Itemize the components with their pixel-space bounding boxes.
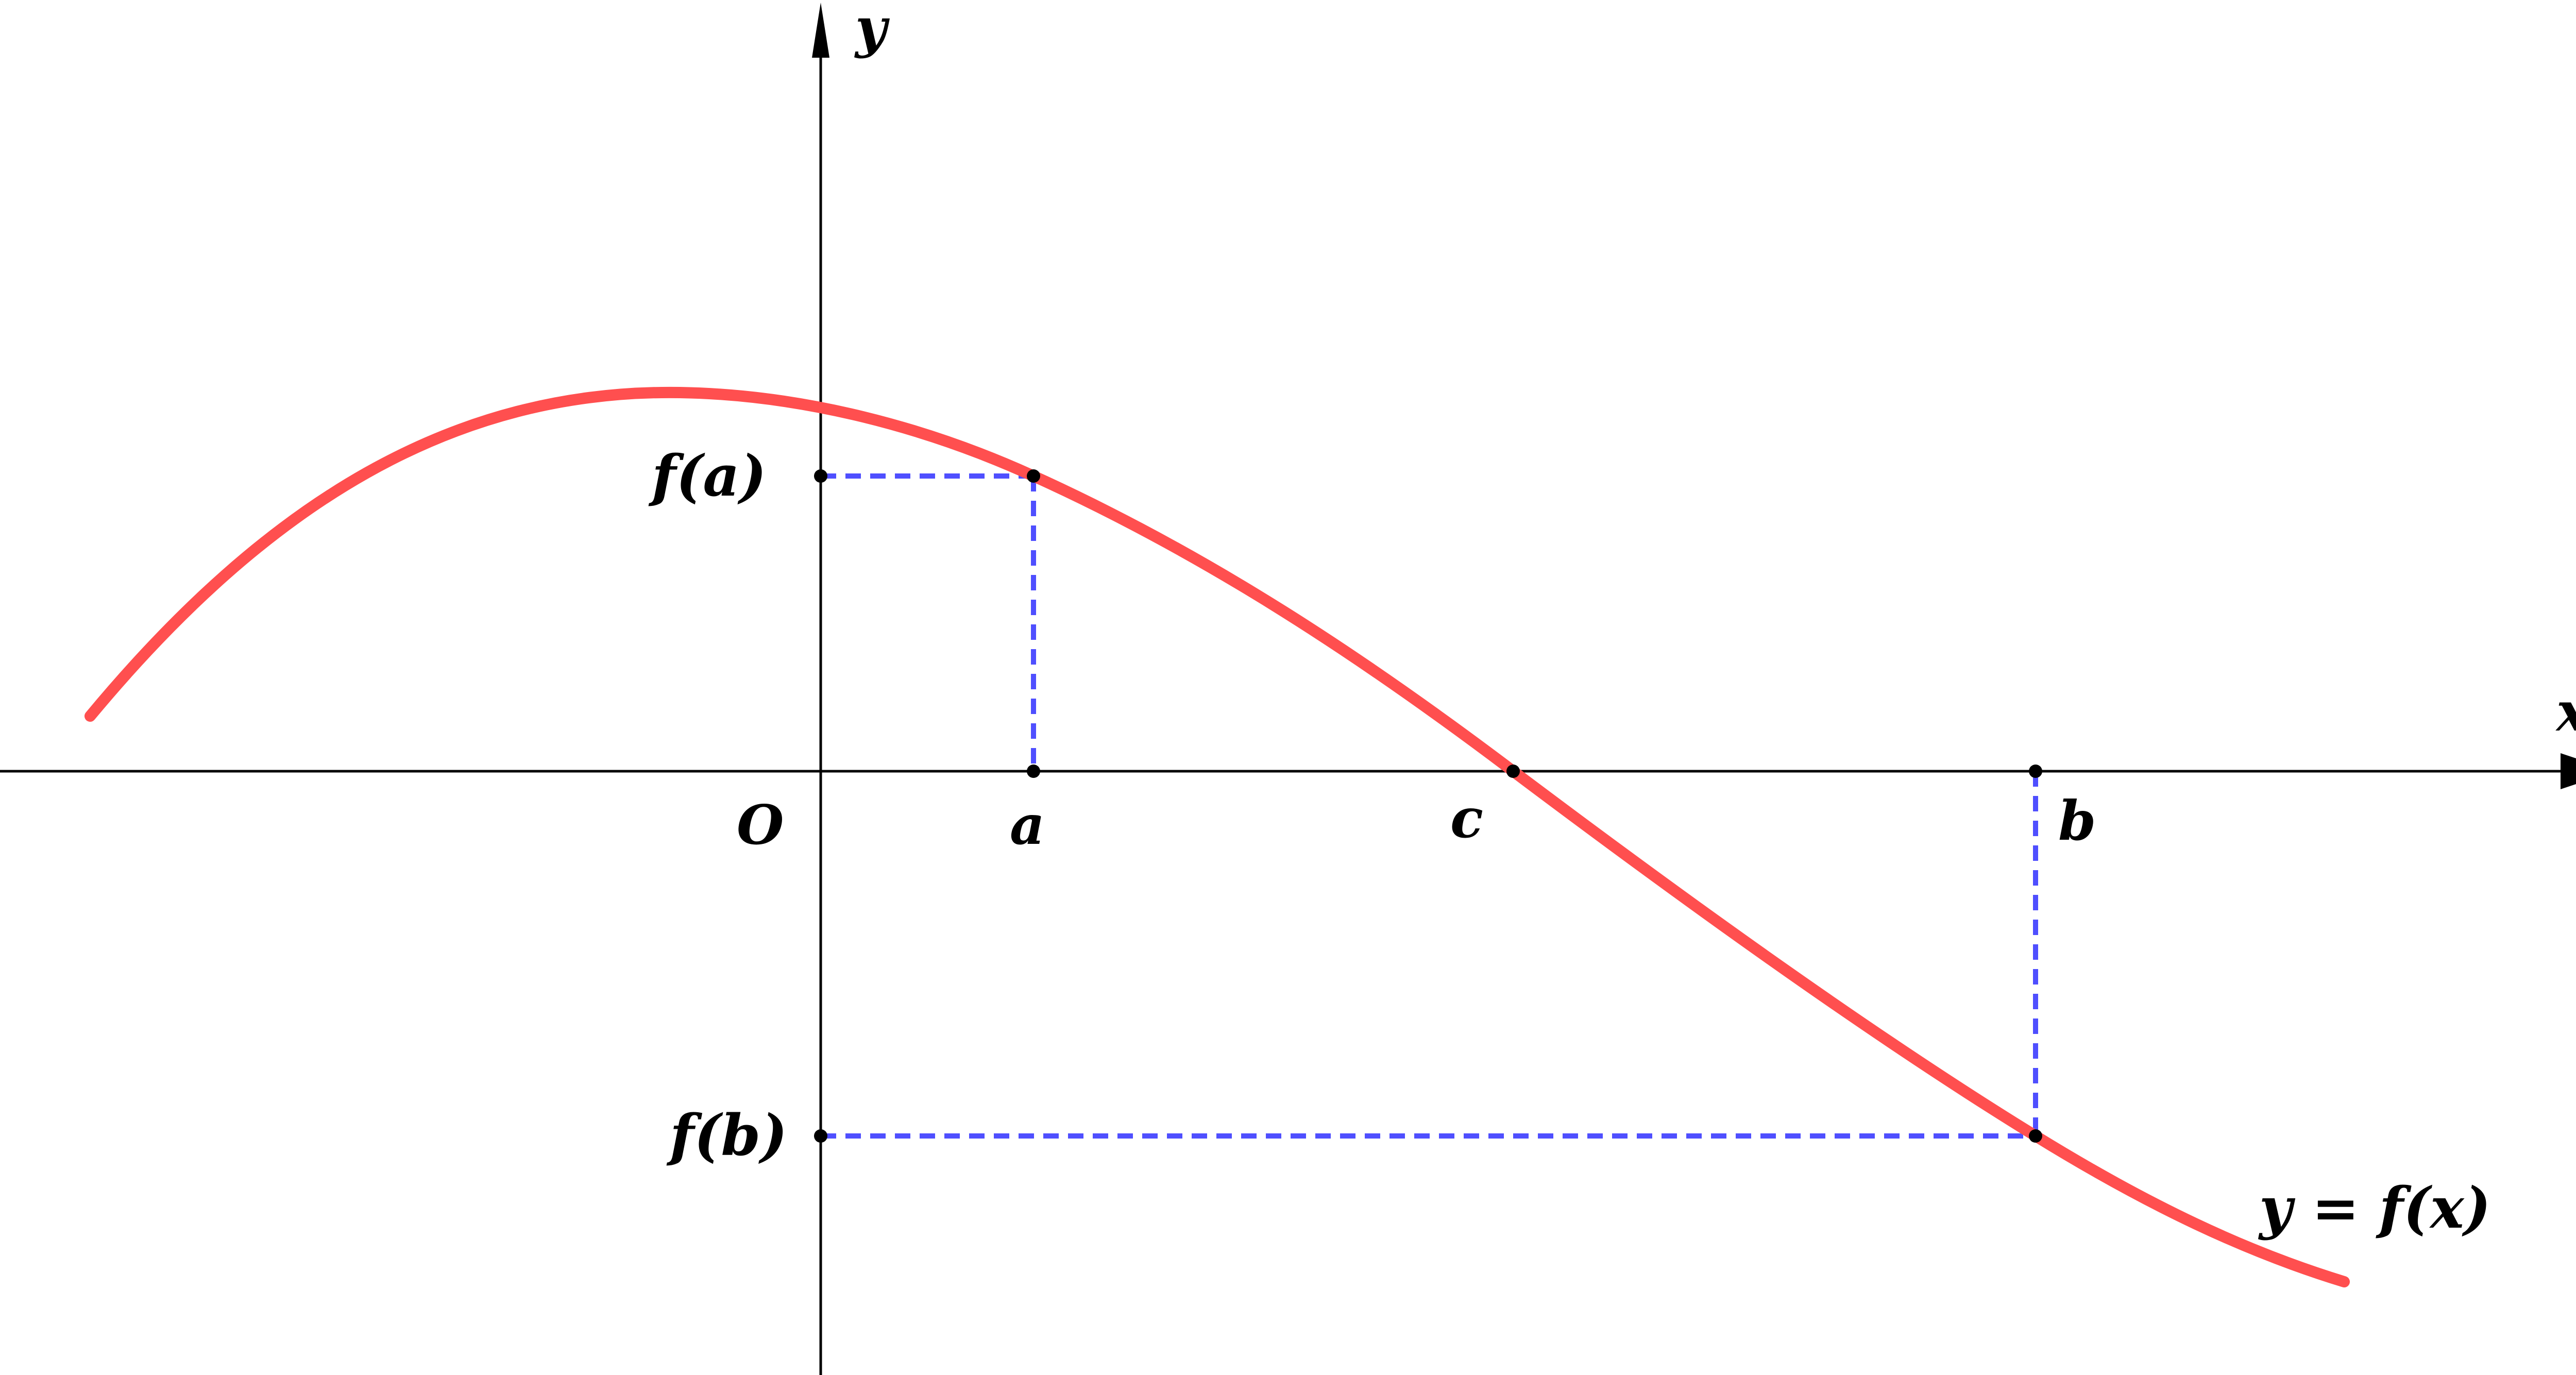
x-axis-label: x [2555,680,2576,743]
point-b-on-axis [2029,765,2042,778]
point-a-on-curve [1027,469,1040,483]
point-c [1506,765,1520,778]
point-fb-on-axis [814,1129,827,1143]
point-c-label: c [1450,786,1483,850]
y-axis-label: y [854,0,890,59]
point-a-label: a [1010,793,1045,857]
point-b-on-curve [2029,1129,2042,1143]
x-axis-arrow-icon [2561,753,2576,789]
fb-label: f(b) [666,1102,787,1168]
x-axis [0,753,2576,789]
y-axis-arrow-icon [812,3,829,58]
points [814,469,2042,1143]
function-curve [84,386,2350,1287]
curve-label: y = f(x) [2258,1175,2491,1241]
fa-label: f(a) [648,443,767,509]
point-a-on-axis [1027,765,1040,778]
origin-label: O [737,793,784,857]
point-b-label: b [2058,789,2096,853]
point-fa-on-axis [814,469,827,483]
y-axis [812,3,829,1375]
guide-lines [821,473,2038,1139]
